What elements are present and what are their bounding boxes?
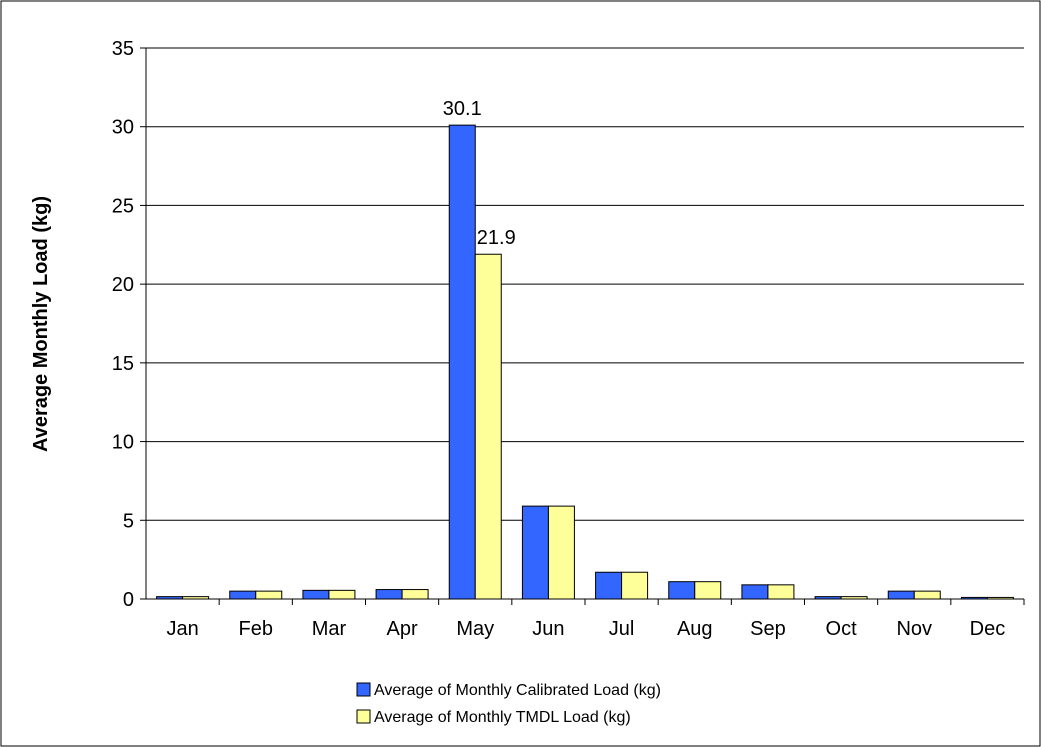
- bar-mar-series-1: [302, 589, 330, 600]
- y-tick-label: 25: [112, 195, 134, 217]
- x-tick-label: Mar: [312, 618, 347, 640]
- y-tick-label: 5: [123, 510, 134, 532]
- x-tick-label: Oct: [826, 618, 858, 640]
- bar-jun-series-1: [521, 505, 549, 600]
- bar-apr-series-1: [375, 589, 403, 600]
- y-tick-labels: 0 5 10 15 20 25 30 35: [112, 38, 134, 611]
- bar-jul-series-1: [595, 571, 623, 600]
- x-tick-labels: Jan Feb Mar Apr May Jun Jul Aug Sep Oct Nov Dec: [166, 618, 1005, 640]
- legend-label: Average of Monthly TMDL Load (kg): [374, 709, 631, 726]
- x-tick-label: Apr: [387, 618, 418, 640]
- y-tick-label: 15: [112, 353, 134, 375]
- bar-may-series-1: [448, 124, 476, 600]
- data-label: 21.9: [477, 227, 516, 249]
- bar-jun-series-2: [547, 505, 575, 600]
- y-axis-title: Average Monthly Load (kg): [30, 196, 52, 452]
- bar-sep-series-1: [741, 584, 769, 600]
- bar-aug-series-1: [668, 581, 696, 600]
- y-tick-label: 30: [112, 117, 134, 139]
- legend: Average of Monthly Calibrated Load (kg) A…: [356, 682, 661, 726]
- axes: [140, 47, 1025, 605]
- bar-jul-series-2: [621, 571, 649, 600]
- x-tick-label: Feb: [239, 618, 273, 640]
- data-labels: 30.1 21.9: [443, 98, 516, 249]
- x-tick-label: Jun: [532, 618, 564, 640]
- x-tick-label: Sep: [750, 618, 786, 640]
- legend-label: Average of Monthly Calibrated Load (kg): [374, 682, 661, 699]
- bar-mar-series-2: [328, 589, 356, 600]
- bar-feb-series-1: [229, 590, 257, 600]
- bar-may-series-2: [474, 253, 502, 600]
- data-label: 30.1: [443, 98, 482, 120]
- y-tick-label: 0: [123, 589, 134, 611]
- y-tick-label: 10: [112, 432, 134, 454]
- bar-feb-series-2: [255, 590, 283, 600]
- bar-apr-series-2: [401, 589, 429, 600]
- bars: [156, 124, 1014, 600]
- x-tick-label: May: [456, 618, 494, 640]
- gridlines: [146, 47, 1024, 521]
- x-tick-label: Aug: [677, 618, 713, 640]
- bar-nov-series-1: [887, 590, 915, 600]
- bar-nov-series-2: [913, 590, 941, 600]
- x-tick-label: Dec: [970, 618, 1006, 640]
- x-tick-label: Jan: [166, 618, 198, 640]
- bar-sep-series-2: [767, 584, 795, 600]
- legend-swatch: [356, 709, 371, 724]
- y-tick-label: 35: [112, 38, 134, 60]
- bar-aug-series-2: [694, 581, 722, 600]
- legend-swatch: [356, 682, 371, 697]
- x-tick-label: Nov: [896, 618, 932, 640]
- y-tick-label: 20: [112, 274, 134, 296]
- x-tick-label: Jul: [609, 618, 635, 640]
